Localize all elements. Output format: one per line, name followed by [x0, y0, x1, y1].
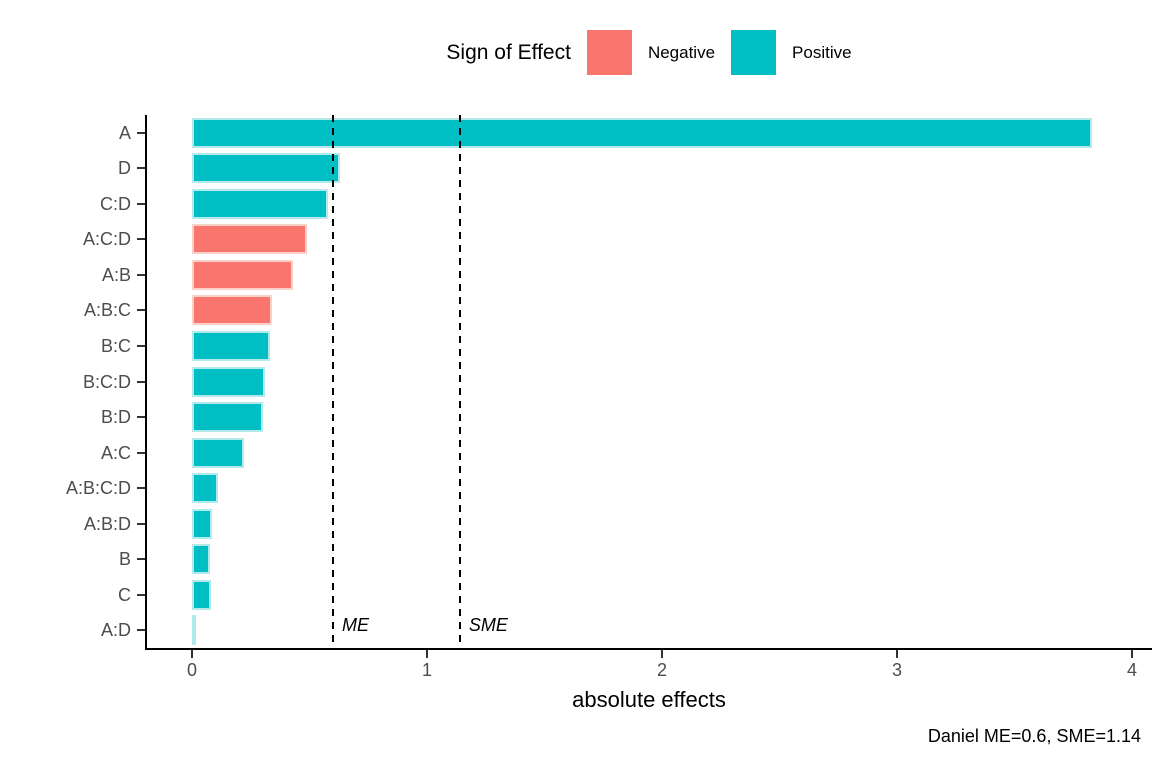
bar-B:C:D	[192, 366, 265, 397]
y-axis-label-A:D: A:D	[100, 620, 131, 641]
bar-C:D	[192, 188, 329, 219]
x-axis-tick	[191, 650, 193, 658]
x-axis-tick-label: 4	[1126, 660, 1137, 680]
y-axis-tick	[137, 309, 145, 312]
y-axis-label-A:B:C:D: A:B:C:D	[65, 478, 131, 499]
y-axis-label-B: B	[118, 549, 131, 570]
reference-line-me	[332, 115, 334, 648]
reference-line-label-me: ME	[342, 615, 369, 635]
y-axis-tick	[137, 522, 145, 525]
bar-A:C	[192, 437, 244, 468]
x-axis-tick	[661, 650, 663, 658]
x-axis-tick-label: 1	[421, 660, 432, 680]
y-axis-tick	[137, 416, 145, 419]
bar-A:B:C:D	[192, 473, 218, 504]
legend-swatch-negative	[586, 30, 632, 75]
legend-label-positive: Positive	[792, 42, 852, 62]
x-axis-line	[145, 648, 1152, 650]
y-axis-label-C:D: C:D	[100, 193, 131, 214]
bar-A:B	[192, 259, 294, 290]
y-axis-label-A:B: A:B	[101, 264, 131, 285]
caption: Daniel ME=0.6, SME=1.14	[927, 726, 1141, 746]
bar-A:B:D	[192, 508, 212, 539]
y-axis-label-B:C:D: B:C:D	[82, 371, 131, 392]
bar-A:C:D	[192, 224, 308, 255]
bar-A:D	[192, 615, 196, 646]
bar-A	[192, 117, 1093, 148]
y-axis-tick	[137, 131, 145, 134]
y-axis-tick	[137, 629, 145, 632]
y-axis-label-A:C:D: A:C:D	[82, 229, 131, 250]
bar-C	[192, 579, 211, 610]
y-axis-tick	[137, 344, 145, 347]
bar-B:D	[192, 402, 263, 433]
y-axis-label-A:C: A:C	[100, 442, 131, 463]
x-axis-tick	[1131, 650, 1133, 658]
y-axis-label-D: D	[118, 158, 131, 179]
y-axis-line	[145, 115, 147, 650]
y-axis-label-A: A	[118, 122, 131, 143]
x-axis-title: absolute effects	[572, 687, 726, 712]
x-axis-tick-label: 2	[656, 660, 667, 680]
y-axis-tick	[137, 238, 145, 241]
reference-line-label-sme: SME	[468, 615, 508, 635]
legend: Sign of Effect Negative Positive	[146, 25, 1152, 80]
x-axis-tick	[896, 650, 898, 658]
x-axis-tick-label: 3	[891, 660, 902, 680]
legend-label-negative: Negative	[647, 42, 716, 62]
bar-D	[192, 153, 341, 184]
y-axis-tick	[137, 380, 145, 383]
y-axis-label-A:B:D: A:B:D	[83, 513, 131, 534]
y-axis-label-B:D: B:D	[100, 407, 131, 428]
bar-B:C	[192, 330, 270, 361]
legend-title: Sign of Effect	[446, 40, 571, 64]
y-axis-label-C: C	[118, 584, 131, 605]
x-axis-tick-label: 0	[186, 660, 197, 680]
bar-B	[192, 544, 211, 575]
y-axis-tick	[137, 273, 145, 276]
reference-line-sme	[458, 115, 461, 648]
bar-A:B:C	[192, 295, 272, 326]
x-axis-tick	[426, 650, 428, 658]
y-axis-tick	[137, 202, 145, 205]
y-axis-tick	[137, 451, 145, 454]
y-axis-tick	[137, 593, 145, 596]
y-axis-tick	[137, 487, 145, 490]
y-axis-tick	[137, 558, 145, 561]
legend-swatch-positive	[731, 30, 777, 75]
y-axis-label-A:B:C: A:B:C	[83, 300, 131, 321]
y-axis-label-B:C: B:C	[100, 335, 131, 356]
y-axis-tick	[137, 167, 145, 170]
